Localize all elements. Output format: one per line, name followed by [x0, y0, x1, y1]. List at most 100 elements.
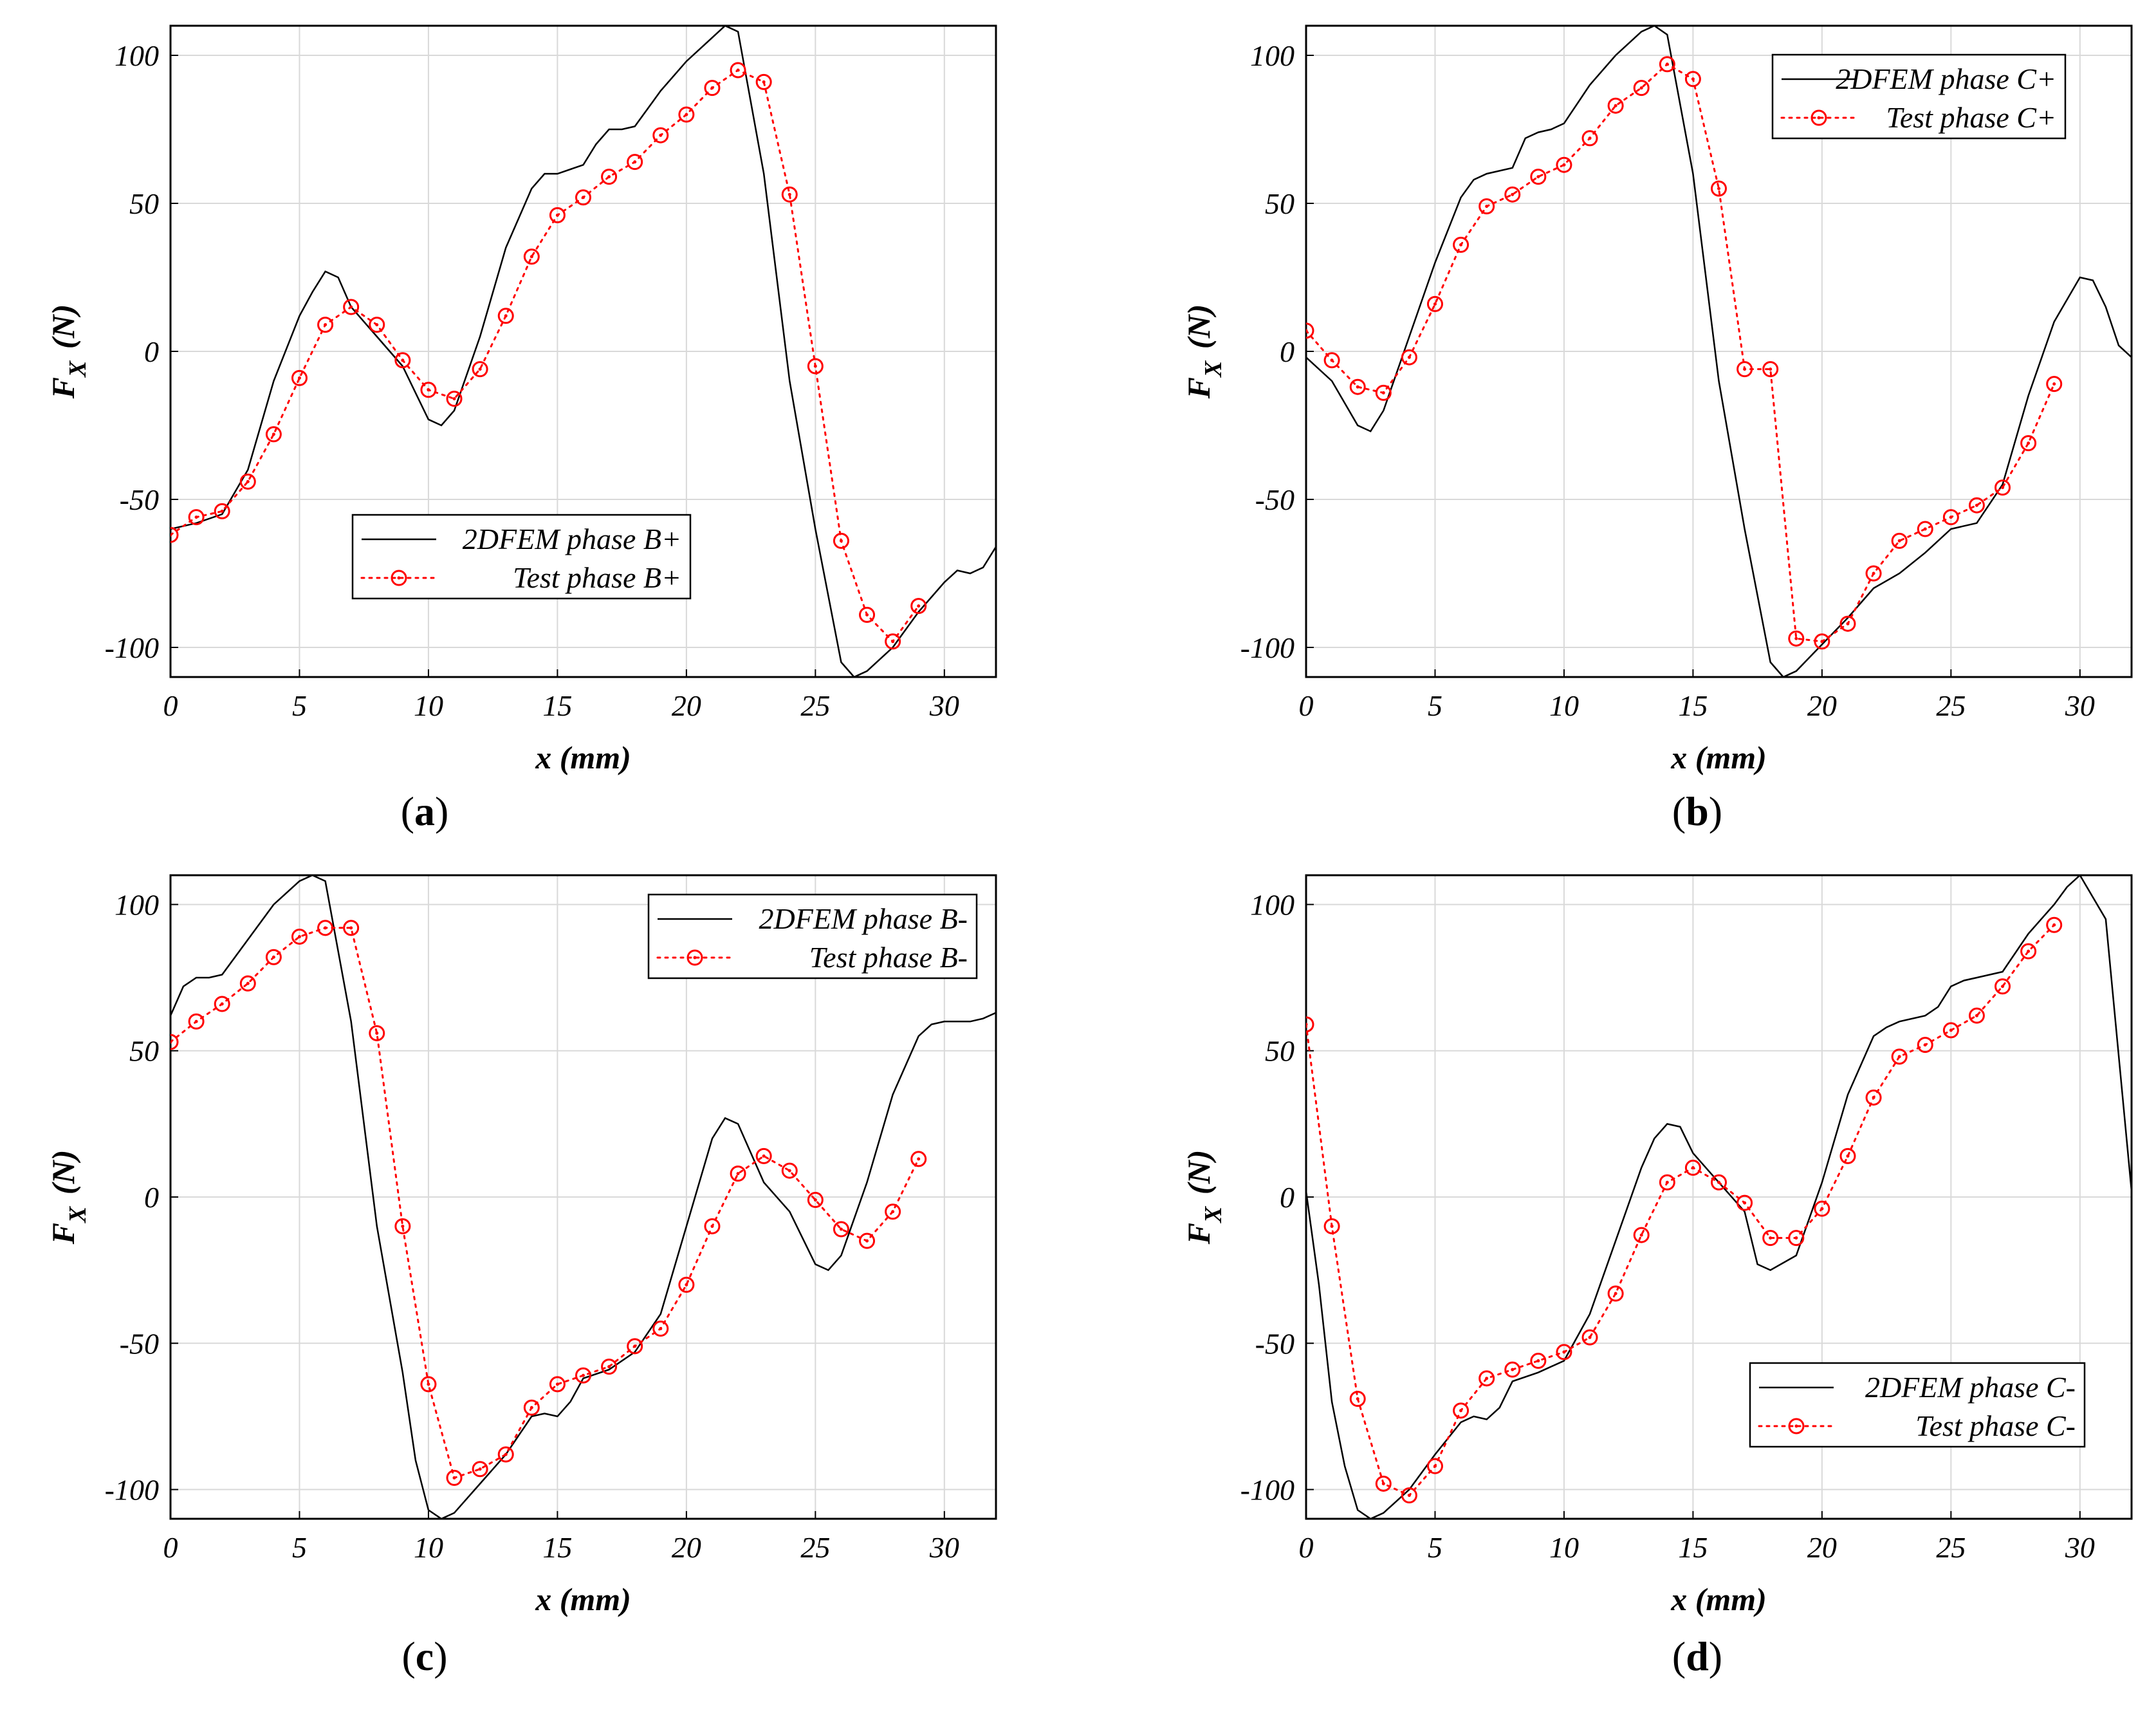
panel-a: 0 5 10 15 20 25 30 -100 -50 0 50 100 x (mm) FX (N) 2DF…	[45, 24, 997, 834]
legend: 2DFEM phase C- Test phase C-	[1749, 1362, 2086, 1448]
test-point	[343, 299, 360, 315]
test-point-center	[1433, 1464, 1437, 1468]
test-point-center	[427, 388, 430, 392]
test-point	[859, 606, 876, 623]
test-point	[214, 996, 230, 1012]
x-tick-label: 30	[929, 689, 959, 722]
test-point-center	[1717, 187, 1720, 190]
test-point	[1968, 1007, 1985, 1024]
test-point-center	[788, 192, 791, 196]
test-point	[1530, 169, 1547, 185]
test-point-center	[1433, 302, 1437, 306]
test-point-center	[1872, 571, 1875, 575]
x-axis-label: x (mm)	[535, 739, 631, 775]
series-fem-line	[1306, 26, 2132, 677]
test-point	[239, 975, 256, 992]
test-point	[885, 633, 901, 650]
test-point-center	[349, 305, 353, 309]
test-point	[1684, 71, 1701, 88]
panel-label-open: (	[401, 788, 414, 834]
test-point	[1737, 361, 1753, 378]
x-tick-label: 10	[1549, 689, 1579, 722]
test-point	[627, 154, 643, 171]
test-point	[755, 1147, 772, 1164]
test-point-center	[685, 1283, 688, 1286]
test-point-center	[659, 133, 663, 137]
test-point	[549, 207, 566, 223]
test-point-center	[1511, 1368, 1515, 1371]
test-point-center	[1639, 1233, 1643, 1237]
test-point	[1323, 352, 1340, 369]
test-point	[1426, 295, 1443, 312]
test-point	[523, 248, 540, 265]
test-point	[170, 1034, 179, 1050]
y-tick-label: 100	[115, 888, 159, 921]
test-point-center	[2052, 382, 2056, 386]
test-point-center	[2052, 923, 2056, 927]
x-tick-label: 20	[672, 689, 701, 722]
panel-label-open: (	[1672, 1633, 1686, 1679]
test-point-center	[401, 1224, 405, 1228]
legend-test-marker-center	[1794, 1424, 1798, 1428]
test-point	[1814, 633, 1830, 650]
legend-box	[1749, 1362, 2086, 1448]
test-point	[1375, 384, 1392, 401]
x-axis-label: x (mm)	[1670, 1581, 1767, 1617]
plot-area	[170, 875, 996, 1519]
test-point	[2020, 943, 2037, 960]
test-point	[369, 1025, 385, 1041]
test-point	[1306, 1016, 1314, 1033]
test-point-center	[1588, 136, 1592, 140]
test-point-center	[401, 358, 405, 362]
test-point-center	[272, 955, 275, 959]
x-tick-label: 10	[414, 689, 443, 722]
x-tick-label: 10	[414, 1531, 443, 1564]
legend: 2DFEM phase B- Test phase B-	[647, 893, 978, 979]
y-axis-label-sub: X	[1200, 1205, 1227, 1223]
series-test-line	[1306, 62, 2056, 643]
test-point	[1711, 180, 1727, 197]
test-point-center	[1949, 1028, 1953, 1032]
test-point	[394, 1218, 411, 1234]
test-point-center	[478, 1467, 482, 1471]
test-point	[549, 1376, 566, 1393]
x-tick-label: 0	[163, 689, 178, 722]
test-point	[833, 1221, 849, 1238]
test-point	[1349, 1391, 1366, 1407]
legend-test-marker	[391, 570, 407, 586]
x-tick-label: 30	[2065, 1531, 2095, 1564]
test-point	[239, 473, 256, 490]
test-point	[1607, 1285, 1624, 1302]
legend-test-marker-center	[397, 576, 401, 580]
test-point	[1995, 479, 2011, 496]
y-axis-label-unit: (N)	[1181, 304, 1217, 357]
test-point	[523, 1399, 540, 1416]
y-tick-label: -50	[120, 1327, 159, 1360]
test-point	[265, 949, 282, 965]
test-point	[446, 391, 463, 407]
x-tick-label: 20	[1807, 1531, 1837, 1564]
test-point	[859, 1232, 876, 1249]
test-point	[704, 80, 721, 97]
x-tick-label: 20	[1807, 689, 1837, 722]
test-point-center	[1769, 1236, 1773, 1240]
x-tick-label: 30	[929, 1531, 959, 1564]
y-tick-label: -100	[105, 1474, 159, 1507]
test-point	[1814, 1200, 1830, 1217]
y-tick-label: 50	[129, 1035, 159, 1068]
test-point	[910, 1151, 927, 1167]
test-point	[1968, 497, 1985, 514]
test-point	[1737, 1194, 1753, 1211]
y-axis-label: FX (N)	[1181, 304, 1227, 400]
x-tick-label: 5	[292, 689, 307, 722]
y-tick-label: 0	[144, 335, 159, 368]
legend: 2DFEM phase C+ Test phase C+	[1771, 53, 2067, 140]
test-point	[1633, 1227, 1650, 1243]
test-point-center	[555, 213, 559, 217]
test-point	[170, 526, 179, 543]
test-point-center	[1769, 367, 1773, 371]
test-point	[627, 1338, 643, 1355]
test-point-center	[633, 1344, 637, 1348]
test-point	[730, 62, 746, 79]
legend-entry-label: Test phase B+	[513, 561, 681, 594]
